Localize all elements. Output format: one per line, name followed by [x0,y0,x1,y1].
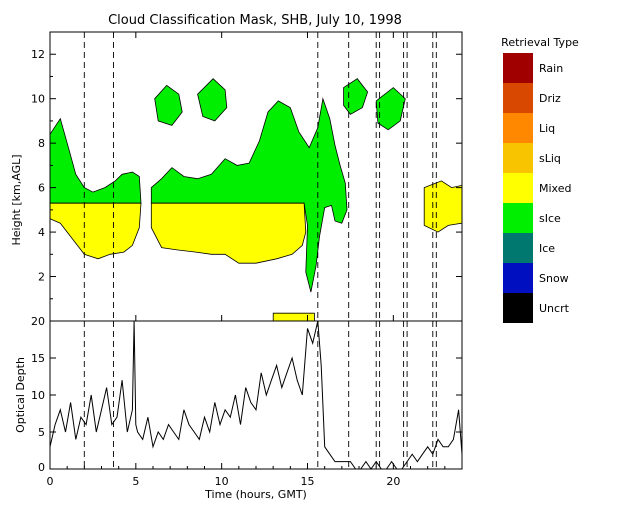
mask-marker-lines [83,32,437,321]
od-y-axis-label: Optical Depth [14,357,27,433]
x-axis-label: Time (hours, GMT) [204,488,307,501]
legend-swatch-liq [503,113,533,143]
optical-depth-panel: 0 5 10 15 20 0 5 10 15 20 Optical Depth Time (ho… [14,315,463,501]
legend-swatch-ice [503,233,533,263]
mask-y-axis: 2 4 6 8 10 12 [31,31,462,300]
legend-swatch-rain [503,53,533,83]
mask-region-mixed-8 [423,180,463,233]
mask-y-tick-label: 10 [31,93,45,106]
mask-y-tick-label: 4 [38,226,45,239]
legend-label-liq: Liq [539,122,555,135]
legend-swatch-snow [503,263,533,293]
mask-region-mixed-9 [272,312,315,322]
od-x-tick-label: 5 [132,475,139,488]
legend-label-driz: Driz [539,92,561,105]
od-y-tick-label: 5 [38,426,45,439]
legend-title: Retrieval Type [501,36,579,49]
legend-label-snow: Snow [539,272,569,285]
od-y-tick-label: 20 [31,315,45,328]
od-y-axis: 0 5 10 15 20 [31,315,462,474]
mask-region-sice-4 [343,78,369,115]
legend-label-sliq: sLiq [539,152,561,165]
legend-swatch-driz [503,83,533,113]
od-x-tick-label: 20 [386,475,400,488]
od-x-tick-label: 15 [301,475,315,488]
mask-region-sice-0 [49,117,142,204]
mask-x-axis [49,32,394,321]
mask-y-tick-label: 6 [38,182,45,195]
od-x-tick-label: 10 [215,475,229,488]
od-x-tick-label: 0 [47,475,54,488]
mask-y-tick-label: 2 [38,271,45,284]
legend-label-sice: sIce [539,212,561,225]
legend-swatch-sliq [503,143,533,173]
mask-region-mixed-6 [49,202,142,260]
od-y-tick-label: 10 [31,389,45,402]
od-x-axis: 0 5 10 15 20 [47,463,446,488]
cloud-mask-panel: 2 4 6 8 10 12 Height [km,AGL] [10,31,463,322]
mask-regions [49,78,463,322]
mask-region-sice-1 [150,97,348,293]
od-marker-lines [83,321,437,469]
mask-region-sice-5 [375,87,406,131]
mask-region-sice-3 [197,78,228,122]
od-frame [49,320,463,470]
mask-y-axis-label: Height [km,AGL] [10,154,23,245]
mask-y-tick-label: 12 [31,48,45,61]
legend-label-rain: Rain [539,62,563,75]
legend-swatch-uncrt [503,293,533,323]
legend-items: Rain Driz Liq sLiq Mixed sIce Ice Snow Uncrt [503,53,571,323]
legend-swatch-mixed [503,173,533,203]
legend: Retrieval Type Rain Driz Liq sLiq Mixed sIce I… [501,36,579,323]
legend-label-ice: Ice [539,242,555,255]
chart-title: Cloud Classification Mask, SHB, July 10,… [108,13,402,28]
od-y-tick-label: 15 [31,352,45,365]
legend-swatch-sice [503,203,533,233]
mask-region-mixed-7 [150,202,307,264]
od-y-tick-label: 0 [38,461,45,474]
optical-depth-series-line [49,320,463,470]
mask-region-sice-2 [154,84,183,126]
legend-label-mixed: Mixed [539,182,571,195]
mask-y-tick-label: 8 [38,137,45,150]
legend-label-uncrt: Uncrt [539,302,570,315]
